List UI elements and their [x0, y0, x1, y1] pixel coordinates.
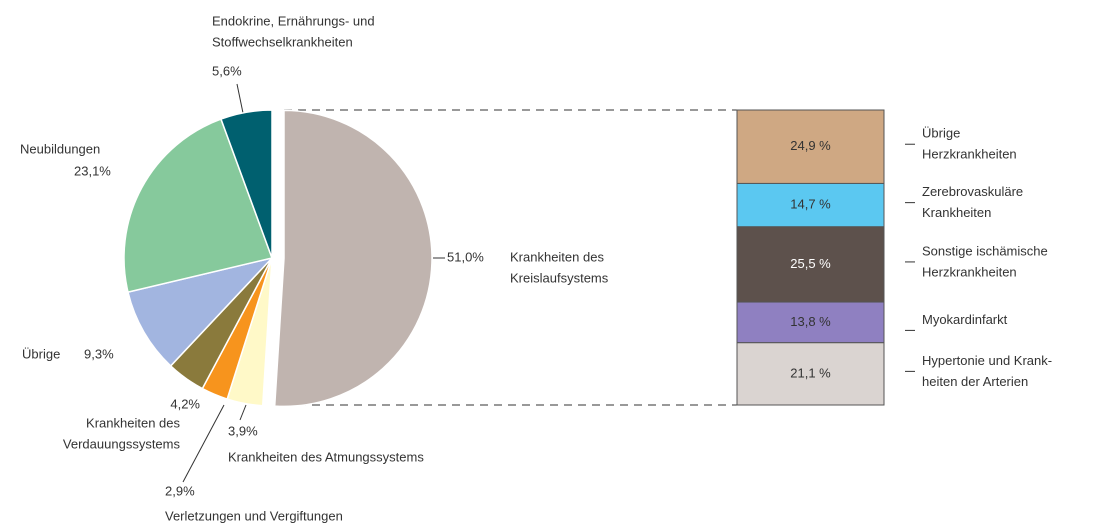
category-label: Neubildungen	[20, 141, 100, 156]
bar-segment	[736, 182, 885, 228]
category-label: Krankheiten	[922, 205, 991, 220]
value-label: 3,9%	[228, 423, 258, 438]
category-label: Myokardinfarkt	[922, 312, 1008, 327]
bar-segment	[736, 301, 885, 344]
category-label: Herzkrankheiten	[922, 147, 1017, 162]
bar-segment	[736, 226, 885, 303]
category-label: Stoffwechselkrankheiten	[212, 34, 353, 49]
category-label: Sonstige ischämische	[922, 243, 1048, 258]
category-label: Kreislaufsystems	[510, 270, 609, 285]
value-label: 13,8 %	[790, 314, 831, 329]
value-label: 51,0%	[447, 249, 484, 264]
value-label: 9,3%	[84, 346, 114, 361]
category-label: Verdauungssystems	[63, 436, 181, 451]
value-label: 21,1 %	[790, 365, 831, 380]
value-label: 14,7 %	[790, 197, 831, 212]
category-label: Zerebrovaskuläre	[922, 184, 1023, 199]
category-label: Hypertonie und Krank-	[922, 353, 1052, 368]
category-label: heiten der Arterien	[922, 374, 1028, 389]
pie-slice	[127, 256, 275, 367]
bar-segment	[736, 109, 885, 184]
pie-slice	[123, 118, 273, 294]
bar-segment	[736, 342, 885, 406]
category-label: Übrige	[922, 126, 960, 141]
value-label: 25,5 %	[790, 256, 831, 271]
category-label: Krankheiten des Atmungssystems	[228, 449, 424, 464]
category-label: Verletzungen und Vergiftungen	[165, 508, 343, 523]
connectors	[284, 109, 737, 406]
category-label: Übrige	[22, 346, 60, 361]
leader-line	[236, 83, 244, 114]
category-label: Krankheiten des	[86, 415, 180, 430]
pie-slice	[220, 109, 273, 259]
value-label: 24,9 %	[790, 138, 831, 153]
value-label: 2,9%	[165, 483, 195, 498]
category-label: Krankheiten des	[510, 249, 604, 264]
category-label: Endokrine, Ernährungs- und	[212, 13, 375, 28]
value-label: 5,6%	[212, 63, 242, 78]
pie-slice	[273, 109, 433, 408]
leader-lines	[182, 83, 445, 483]
category-label: Herzkrankheiten	[922, 264, 1017, 279]
leader-line	[182, 404, 225, 483]
value-label: 4,2%	[170, 396, 200, 411]
leader-line	[239, 404, 247, 421]
value-label: 23,1%	[74, 163, 111, 178]
